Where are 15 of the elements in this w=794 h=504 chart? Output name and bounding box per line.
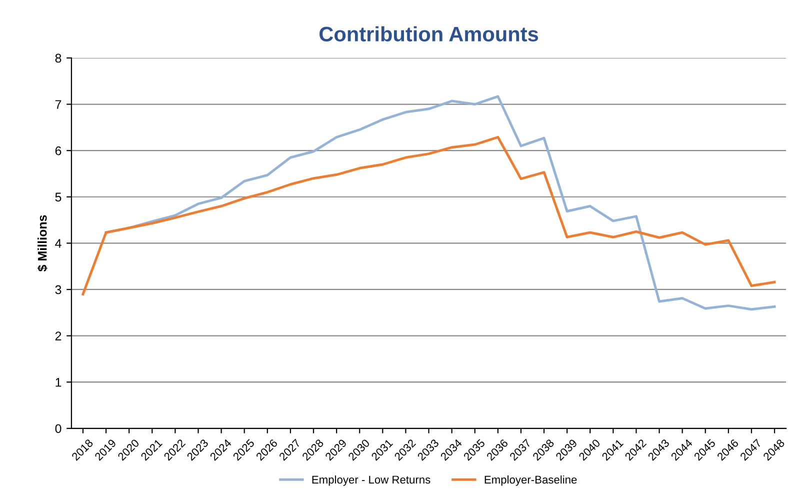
legend-label: Employer - Low Returns — [312, 475, 430, 486]
y-tick-label: 7 — [55, 100, 62, 109]
y-tick-label: 5 — [55, 192, 62, 202]
chart-title: Contribution Amounts — [320, 26, 538, 42]
y-tick-label: 8 — [55, 54, 62, 63]
y-tick-label: 1 — [56, 378, 62, 387]
y-tick-label: 2 — [55, 332, 62, 340]
line-series — [82, 136, 776, 296]
y-tick-label: 3 — [55, 285, 62, 294]
y-tick-label: 6 — [55, 146, 62, 156]
line-series — [104, 95, 776, 311]
y-tick-label: 0 — [55, 424, 62, 434]
y-tick-label: 4 — [55, 239, 62, 248]
legend-label: Employer-Baseline — [484, 475, 577, 486]
y-axis-title: $ Millions — [37, 215, 48, 272]
